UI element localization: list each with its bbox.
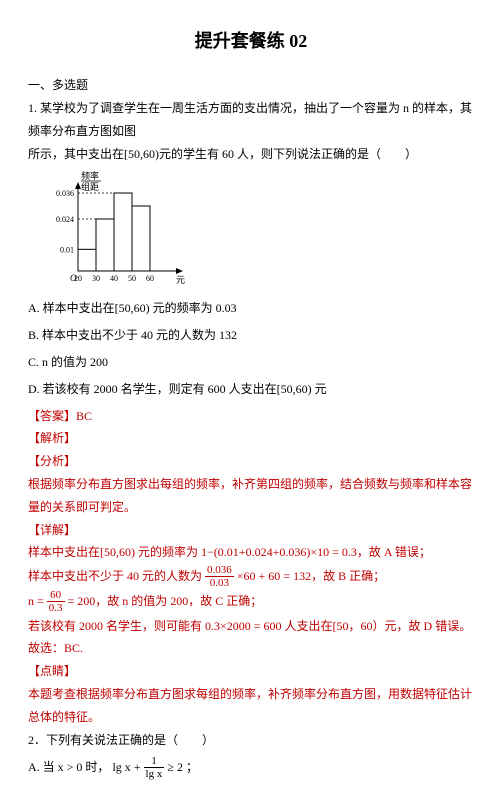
q1-d-text: D. 若该校有 2000 名学生，则定有 600 人支出在: [28, 382, 277, 396]
svg-text:0.01: 0.01: [60, 246, 74, 255]
svg-text:30: 30: [92, 274, 100, 283]
svg-text:O: O: [70, 273, 77, 283]
dianjing-label: 【点睛】: [28, 660, 474, 683]
svg-text:元: 元: [176, 275, 185, 285]
detail-line4: 若该校有 2000 名学生，则可能有 0.3×2000 = 600 人支出在[5…: [28, 615, 474, 638]
l2num: 0.036: [205, 564, 234, 577]
svg-text:0.036: 0.036: [56, 189, 74, 198]
fenxi-label: 【分析】: [28, 450, 474, 473]
l1b: 元的频率为: [135, 545, 198, 559]
histogram-chart: 频率组距元0.0360.0240.012030405060O: [40, 171, 474, 291]
xiangjie-label: 【详解】: [28, 519, 474, 542]
l2den: 0.03: [205, 577, 234, 589]
l1c: ，故 A 错误；: [357, 545, 431, 559]
q1-interval: [50,60): [124, 147, 159, 161]
fenxi-text: 根据频率分布直方图求出每组的频率，补齐第四组的频率，结合频数与频率和样本容量的关…: [28, 473, 474, 519]
l3num: 60: [47, 589, 65, 602]
l3den: 0.3: [47, 602, 65, 614]
l2-frac: 0.036 0.03: [205, 564, 234, 589]
svg-text:频率: 频率: [81, 171, 99, 181]
svg-text:50: 50: [128, 274, 136, 283]
q2a-den: lg x: [144, 768, 165, 780]
q2-option-a: A. 当 x > 0 时， lg x + 1 lg x ≥ 2 ；: [28, 755, 474, 780]
q1-option-c: C. n 的值为 200: [28, 351, 474, 374]
l3pre: n =: [28, 595, 44, 609]
q2a-prefix: A. 当 x > 0 时，: [28, 760, 109, 774]
page-title: 提升套餐练 02: [28, 24, 474, 58]
section-heading: 一、多选题: [28, 74, 474, 97]
l1int: [50,60): [100, 545, 135, 559]
dianjing-text: 本题考查根据频率分布直方图求每组的频率，补齐频率分布直方图，用数据特征估计总体的…: [28, 683, 474, 729]
svg-text:40: 40: [110, 274, 118, 283]
l2a: 样本中支出不少于 40 元的人数为: [28, 569, 202, 583]
q2a-num: 1: [144, 755, 165, 768]
q1-d-interval: [50,60): [277, 382, 312, 396]
q1-option-a: A. 样本中支出在[50,60) 元的频率为 0.03: [28, 297, 474, 320]
detail-line3: n = 60 0.3 = 200，故 n 的值为 200，故 C 正确；: [28, 589, 474, 614]
answer-value: BC: [76, 409, 92, 423]
q2-stem: 2．下列有关说法正确的是（ ）: [28, 729, 474, 752]
l1expr: 1−(0.01+0.024+0.036)×10 = 0.3: [201, 545, 357, 559]
l2b: ×60 + 60 = 132: [237, 569, 311, 583]
q1-stem-line2: 所示，其中支出在[50,60)元的学生有 60 人，则下列说法正确的是（ ）: [28, 143, 474, 166]
l3a: = 200，故 n 的值为 200，故 C 正确；: [68, 595, 263, 609]
jiexi-label: 【解析】: [28, 427, 474, 450]
svg-text:组距: 组距: [81, 181, 99, 192]
answer-label: 【答案】: [28, 409, 76, 423]
l1a: 样本中支出在: [28, 545, 100, 559]
q1-a-text: A. 样本中支出在: [28, 301, 115, 315]
q1-option-b: B. 样本中支出不少于 40 元的人数为 132: [28, 324, 474, 347]
q2a-tail: ≥ 2 ；: [164, 760, 198, 774]
q1-option-d: D. 若该校有 2000 名学生，则定有 600 人支出在[50,60) 元: [28, 378, 474, 401]
q1-a-tail: 元的频率为 0.03: [150, 301, 237, 315]
detail-line2: 样本中支出不少于 40 元的人数为 0.036 0.03 ×60 + 60 = …: [28, 564, 474, 589]
q1-d-tail: 元: [312, 382, 327, 396]
detail-line5: 故选：BC.: [28, 637, 474, 660]
q2a-frac: 1 lg x: [144, 755, 165, 780]
q1-stem-line1: 1. 某学校为了调查学生在一周生活方面的支出情况，抽出了一个容量为 n 的样本，…: [28, 97, 474, 143]
q1-a-interval: [50,60): [115, 301, 150, 315]
svg-text:0.024: 0.024: [56, 215, 74, 224]
q1-stem-b: 所示，其中支出在: [28, 147, 124, 161]
svg-text:60: 60: [146, 274, 154, 283]
q2a-lead: lg x +: [112, 760, 143, 774]
detail-line1: 样本中支出在[50,60) 元的频率为 1−(0.01+0.024+0.036)…: [28, 541, 474, 564]
l2c: ，故 B 正确；: [311, 569, 385, 583]
q1-stem-c: 元的学生有 60 人，则下列说法正确的是（ ）: [159, 147, 417, 161]
answer-line: 【答案】BC: [28, 405, 474, 428]
l3-frac: 60 0.3: [47, 589, 65, 614]
